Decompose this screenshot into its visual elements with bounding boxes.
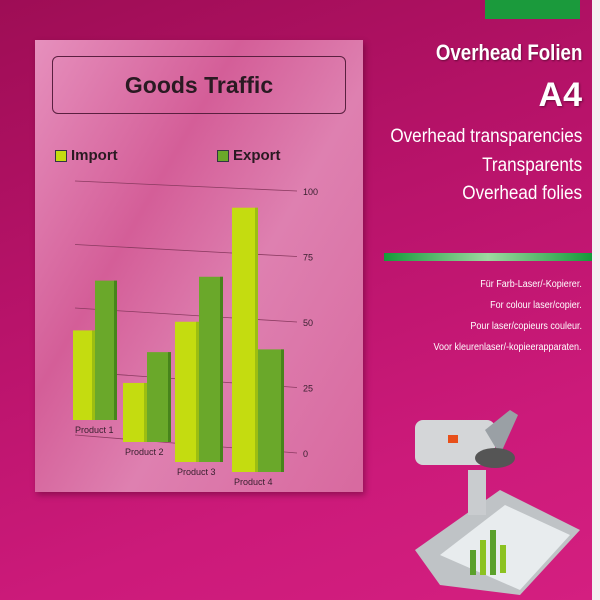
brand-tab: [485, 0, 580, 19]
page-edge: [592, 0, 600, 600]
projector-image: [415, 410, 580, 595]
legend-swatch-import: [55, 149, 67, 162]
bar-chart: 0 25 50 75 100 Product 1 Product 2 Product 3 Pro…: [73, 180, 318, 487]
bar-import: [175, 321, 199, 462]
bar-side: [255, 207, 258, 472]
bar-side: [281, 349, 284, 472]
description-de: Für Farb-Laser/-Kopierer.: [480, 279, 582, 290]
x-tick-label: Product 3: [177, 467, 216, 477]
description-fr: Pour laser/copieurs couleur.: [470, 321, 582, 332]
bar-side: [144, 382, 147, 442]
description-en: For colour laser/copier.: [490, 300, 582, 311]
bar-side: [92, 330, 95, 420]
y-tick-label: 100: [303, 187, 318, 197]
x-tick-label: Product 2: [125, 447, 164, 457]
chart-title: Goods Traffic: [52, 56, 346, 114]
legend-swatch-export: [217, 149, 229, 162]
x-tick-label: Product 1: [75, 425, 114, 435]
bar-import: [123, 382, 147, 442]
green-divider: [384, 253, 592, 261]
subtitle-en: Overhead transparencies: [389, 126, 582, 147]
subtitle-nl: Overhead folies: [462, 183, 582, 204]
x-tick-label: Product 4: [234, 477, 273, 487]
y-tick-label: 25: [303, 384, 313, 394]
bar-import: [232, 207, 258, 472]
product-title: Overhead Folien: [435, 40, 582, 65]
bar-export: [147, 352, 171, 442]
subtitle-fr: Transparents: [481, 155, 582, 176]
bar-side: [196, 321, 199, 462]
bar-export: [95, 280, 117, 420]
chart-card: Goods Traffic Import Export 0 25 50 75 100 Pr…: [35, 40, 363, 492]
legend-import: Import: [55, 147, 118, 164]
y-tick-label: 50: [303, 318, 313, 328]
bar-side: [168, 352, 171, 442]
y-tick-label: 75: [303, 253, 313, 263]
description-nl: Voor kleurenlaser/-kopieerapparaten.: [433, 342, 582, 353]
product-size: A4: [538, 76, 582, 114]
bar-side: [114, 280, 117, 420]
y-tick-label: 0: [303, 449, 308, 459]
legend-label-export: Export: [233, 147, 281, 164]
gridline: [74, 244, 298, 257]
legend-label-import: Import: [71, 147, 118, 164]
legend-export: Export: [217, 147, 281, 164]
bar-export: [258, 349, 284, 472]
bar-side: [220, 276, 223, 462]
gridline: [74, 180, 298, 192]
bar-export: [199, 276, 223, 462]
bar-import: [73, 330, 95, 420]
